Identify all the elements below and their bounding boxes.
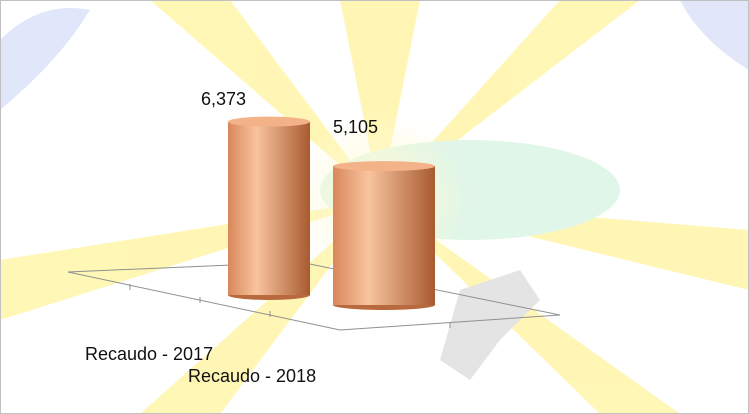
data-label: 5,105: [333, 117, 378, 137]
bar-top: [333, 161, 435, 171]
chart: 6,373 Recaudo - 2017 5,105 Recaudo - 2018: [0, 0, 749, 414]
bar-top: [228, 117, 310, 127]
bar: [333, 166, 435, 305]
x-tick-label: Recaudo - 2017: [85, 344, 213, 364]
bar: [228, 122, 310, 295]
data-label: 6,373: [201, 89, 246, 109]
x-tick-label: Recaudo - 2018: [188, 366, 316, 386]
